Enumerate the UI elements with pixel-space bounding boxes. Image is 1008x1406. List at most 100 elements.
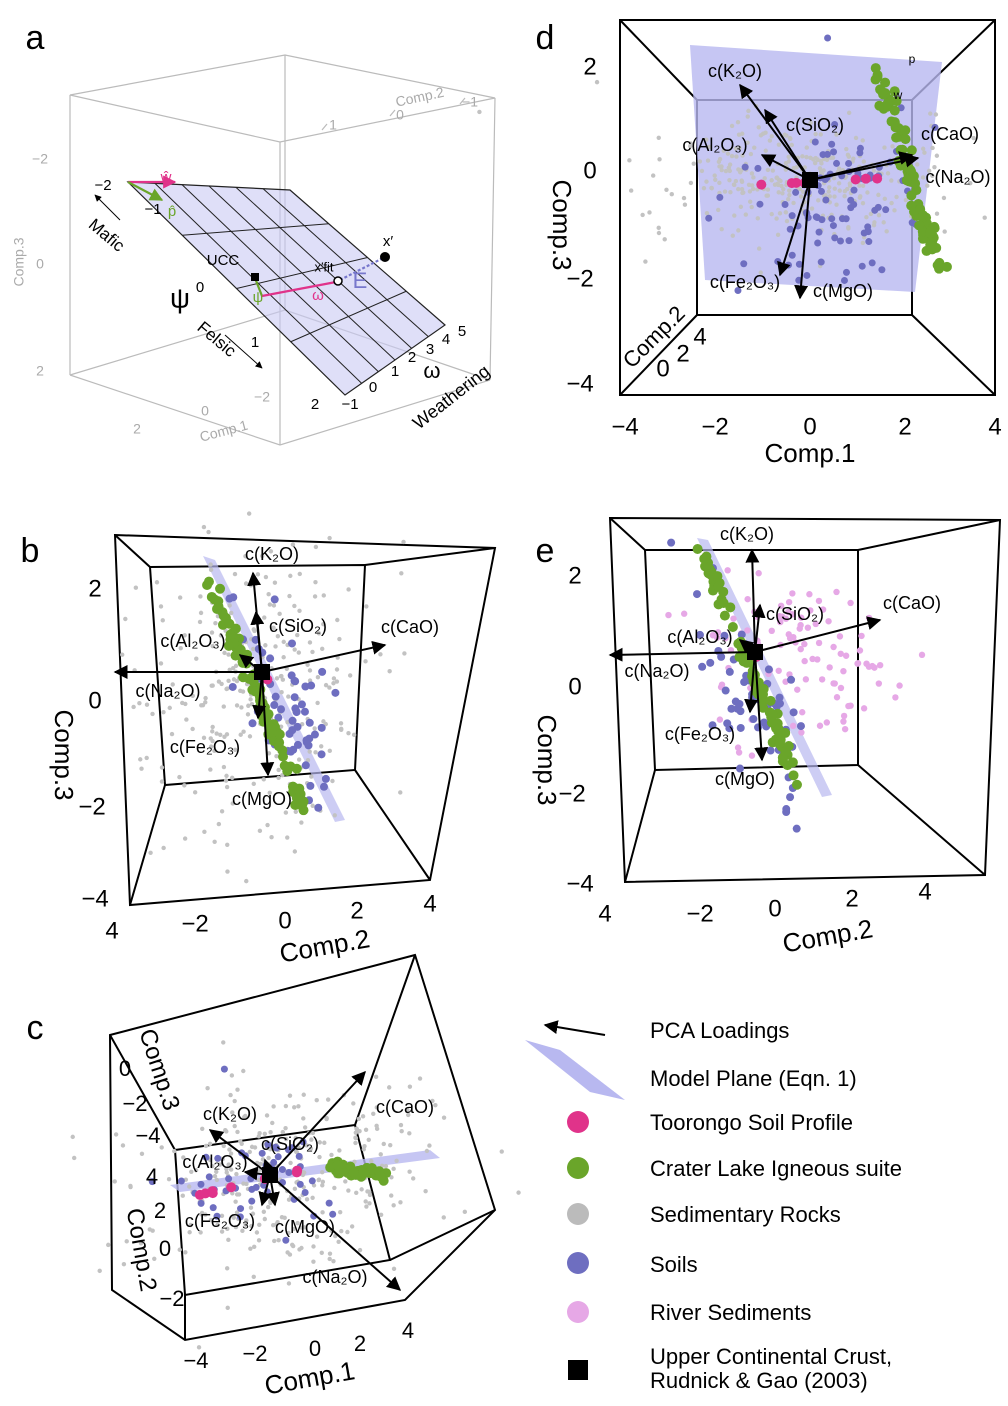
sample-point bbox=[251, 1274, 256, 1279]
sample-point bbox=[398, 1122, 404, 1128]
text-label: c(CaO) bbox=[921, 124, 979, 144]
sample-point bbox=[334, 679, 340, 684]
sample-point bbox=[278, 724, 284, 729]
sample-point bbox=[741, 190, 746, 195]
sample-point bbox=[407, 1131, 412, 1136]
text-label: 0 bbox=[309, 1336, 321, 1361]
sample-point bbox=[220, 1065, 228, 1073]
sample-point bbox=[786, 793, 795, 802]
sample-point bbox=[730, 233, 735, 238]
sample-point bbox=[272, 1238, 277, 1244]
sample-point bbox=[247, 1149, 252, 1155]
sample-point bbox=[182, 783, 187, 788]
sample-point bbox=[688, 180, 694, 186]
sample-point bbox=[845, 237, 853, 245]
sample-point bbox=[836, 181, 842, 186]
text-label: 1 bbox=[329, 117, 337, 133]
sample-point bbox=[192, 790, 198, 795]
sample-point bbox=[337, 1209, 343, 1215]
sample-point bbox=[275, 634, 281, 639]
sample-point bbox=[310, 803, 315, 808]
sample-point bbox=[218, 633, 224, 638]
sample-point bbox=[736, 186, 741, 192]
sample-point bbox=[330, 778, 335, 784]
loading-arrow bbox=[794, 179, 811, 300]
sample-point bbox=[734, 652, 745, 663]
sample-point bbox=[234, 1210, 240, 1215]
sample-point bbox=[789, 722, 797, 730]
sample-point bbox=[243, 554, 248, 559]
sample-point bbox=[727, 162, 733, 167]
sample-point bbox=[353, 1140, 358, 1146]
sample-point bbox=[745, 140, 750, 145]
sample-point bbox=[271, 1104, 276, 1109]
sample-point bbox=[290, 693, 299, 702]
sample-point bbox=[262, 615, 267, 620]
sample-point bbox=[822, 196, 830, 204]
sample-point bbox=[796, 625, 803, 632]
sample-point bbox=[232, 1123, 237, 1129]
sample-point bbox=[786, 225, 794, 233]
sample-point bbox=[865, 190, 870, 195]
sample-point bbox=[266, 1204, 271, 1210]
loading-arrow bbox=[260, 671, 275, 777]
sample-point bbox=[398, 1200, 403, 1205]
text-label: 0 bbox=[119, 1056, 131, 1081]
sample-point bbox=[217, 1162, 223, 1167]
text-label: 1 bbox=[251, 334, 259, 351]
sample-point bbox=[774, 257, 782, 265]
text-label: −2 bbox=[242, 1341, 267, 1366]
sample-point bbox=[301, 1116, 306, 1121]
sample-point bbox=[812, 620, 819, 628]
sample-point bbox=[270, 1158, 278, 1166]
sample-point bbox=[286, 694, 291, 699]
sample-point bbox=[809, 206, 815, 211]
text-label: 4 bbox=[105, 917, 118, 944]
sample-point bbox=[305, 718, 314, 727]
sample-point bbox=[854, 660, 862, 667]
sample-point bbox=[337, 1148, 342, 1153]
sample-point bbox=[261, 1209, 267, 1214]
sample-point bbox=[208, 567, 214, 572]
text-label: p bbox=[909, 52, 916, 66]
sample-point bbox=[154, 580, 160, 585]
sample-point bbox=[775, 699, 784, 708]
text-label: 2 bbox=[898, 413, 911, 440]
sample-point bbox=[847, 702, 854, 709]
sample-point bbox=[301, 1188, 309, 1196]
sample-point bbox=[363, 659, 368, 664]
sample-point bbox=[215, 583, 226, 594]
sample-point bbox=[765, 167, 771, 173]
sample-point bbox=[212, 839, 217, 844]
sample-point bbox=[169, 731, 175, 737]
sample-point bbox=[182, 633, 187, 638]
sample-point bbox=[138, 1241, 144, 1246]
sample-point bbox=[212, 748, 217, 754]
sample-point bbox=[832, 186, 837, 191]
sample-point bbox=[804, 145, 809, 150]
sample-point bbox=[213, 620, 218, 626]
ucc-marker bbox=[262, 1167, 278, 1183]
sample-point bbox=[208, 736, 213, 741]
sample-point bbox=[286, 1281, 292, 1286]
text-label: 0 bbox=[768, 895, 781, 922]
sample-point bbox=[331, 688, 340, 697]
sample-point bbox=[733, 178, 739, 184]
sample-point bbox=[215, 1222, 220, 1228]
sample-point bbox=[203, 1212, 208, 1217]
sample-point bbox=[895, 144, 906, 155]
sample-point bbox=[167, 705, 172, 711]
text-label: c(CaO) bbox=[376, 1097, 434, 1117]
loading-arrow bbox=[269, 1070, 366, 1176]
sample-point bbox=[766, 746, 775, 755]
sample-point bbox=[930, 145, 935, 151]
sample-point bbox=[337, 636, 342, 642]
sample-point bbox=[281, 639, 286, 645]
sample-point bbox=[858, 262, 866, 270]
sample-point bbox=[856, 647, 864, 654]
text-label: c(Al₂O₃) bbox=[160, 631, 225, 651]
sample-point bbox=[423, 1188, 428, 1194]
sample-point bbox=[72, 1155, 77, 1161]
sample-point bbox=[804, 154, 809, 160]
sample-point bbox=[788, 212, 796, 220]
